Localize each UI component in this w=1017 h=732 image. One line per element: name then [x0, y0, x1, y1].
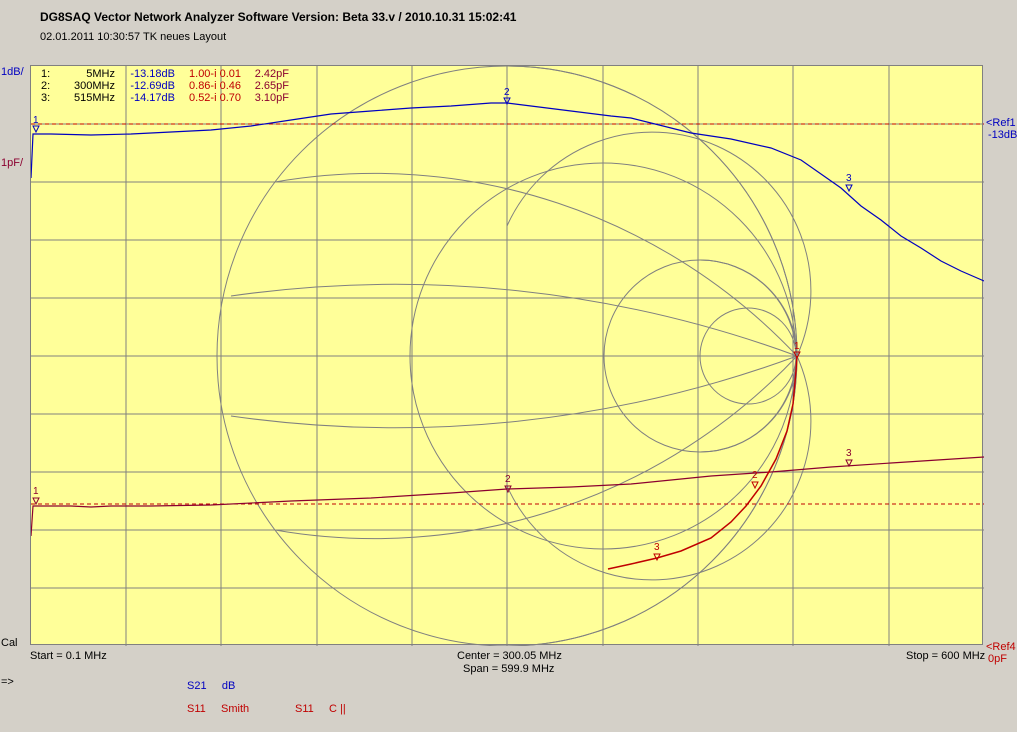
marker-freq: 300MHz: [74, 80, 115, 92]
marker-id: 2:: [41, 80, 51, 92]
marker-s21: -12.69dB: [130, 80, 175, 92]
measurement-info: 02.01.2011 10:30:57 TK neues Layout: [40, 31, 227, 43]
cal-label: Cal: [1, 637, 18, 649]
smith-marker-2: 2: [751, 470, 759, 490]
marker-s11: 1.00-i 0.01: [189, 68, 241, 80]
center-freq: Center = 300.05 MHz: [457, 650, 562, 662]
span-freq: Span = 599.9 MHz: [463, 663, 555, 675]
marker-label: 3: [846, 448, 852, 459]
marker-label: 3: [654, 542, 660, 553]
marker-s11: 0.86-i 0.46: [189, 80, 241, 92]
marker-label: 2: [752, 470, 758, 481]
ref4-label: <Ref4: [986, 641, 1016, 653]
cap-marker-2: 2: [504, 474, 512, 494]
trace-format: C ||: [329, 703, 346, 715]
marker-s21: -13.18dB: [130, 68, 175, 80]
cap-scale-label: 1pF/: [1, 157, 24, 169]
start-freq: Start = 0.1 MHz: [30, 650, 107, 662]
s21-scale-label: 1dB/: [1, 66, 24, 78]
ref4-value: 0pF: [988, 653, 1007, 665]
s21-marker-1: 1: [32, 115, 40, 134]
trace-format: Smith: [221, 703, 250, 715]
plot-svg: 1 2 3 1 2 3 1 2 3: [31, 66, 984, 646]
smith-marker-3: 3: [653, 542, 661, 562]
trace-param: S11: [187, 703, 206, 715]
trace-legend-s11-smith[interactable]: S11 Smith: [187, 703, 249, 715]
smith-chart-grid: [216, 66, 812, 646]
marker-label: 2: [504, 87, 510, 98]
trace-legend-s11-cap[interactable]: S11 C ||: [295, 703, 346, 715]
expand-arrow[interactable]: =>: [1, 676, 14, 688]
marker-cap: 3.10pF: [254, 92, 289, 104]
plot-area[interactable]: 1 2 3 1 2 3 1 2 3 1: 5MHz -13.18dB 1.00-i 0…: [30, 65, 984, 646]
trace-param: S11: [295, 703, 314, 715]
marker-s11: 0.52-i 0.70: [189, 92, 241, 104]
marker-label: 1: [33, 115, 39, 126]
stop-freq: Stop = 600 MHz: [906, 650, 986, 662]
marker-id: 1:: [41, 68, 51, 80]
marker-row-3: 3: 515MHz -14.17dB 0.52-i 0.70 3.10pF: [41, 92, 289, 104]
marker-label: 1: [794, 341, 800, 352]
ref1-value: -13dB: [988, 129, 1017, 141]
cap-marker-3: 3: [845, 448, 853, 468]
marker-freq: 515MHz: [74, 92, 115, 104]
marker-label: 2: [505, 474, 511, 485]
smith-trace: [607, 355, 798, 570]
marker-cap: 2.65pF: [254, 80, 289, 92]
marker-label: 1: [33, 486, 39, 497]
window-title: DG8SAQ Vector Network Analyzer Software …: [40, 10, 517, 24]
s21-marker-3: 3: [845, 173, 853, 193]
trace-format: dB: [221, 680, 236, 692]
s21-marker-2: 2: [503, 87, 511, 106]
marker-id: 3:: [41, 92, 51, 104]
marker-cap: 2.42pF: [254, 68, 289, 80]
cap-marker-1: 1: [32, 486, 40, 506]
marker-s21: -14.17dB: [130, 92, 175, 104]
s21-trace: [31, 102, 984, 282]
marker-freq: 5MHz: [86, 68, 115, 80]
marker-label: 3: [846, 173, 852, 184]
trace-param: S21: [187, 680, 207, 692]
ref1-label: <Ref1: [986, 117, 1016, 129]
marker-row-1: 1: 5MHz -13.18dB 1.00-i 0.01 2.42pF: [41, 68, 289, 80]
trace-legend-s21[interactable]: S21 dB: [187, 680, 235, 692]
smith-marker-1: 1: [793, 341, 801, 360]
cap-trace: [31, 456, 984, 537]
marker-row-2: 2: 300MHz -12.69dB 0.86-i 0.46 2.65pF: [41, 80, 289, 92]
